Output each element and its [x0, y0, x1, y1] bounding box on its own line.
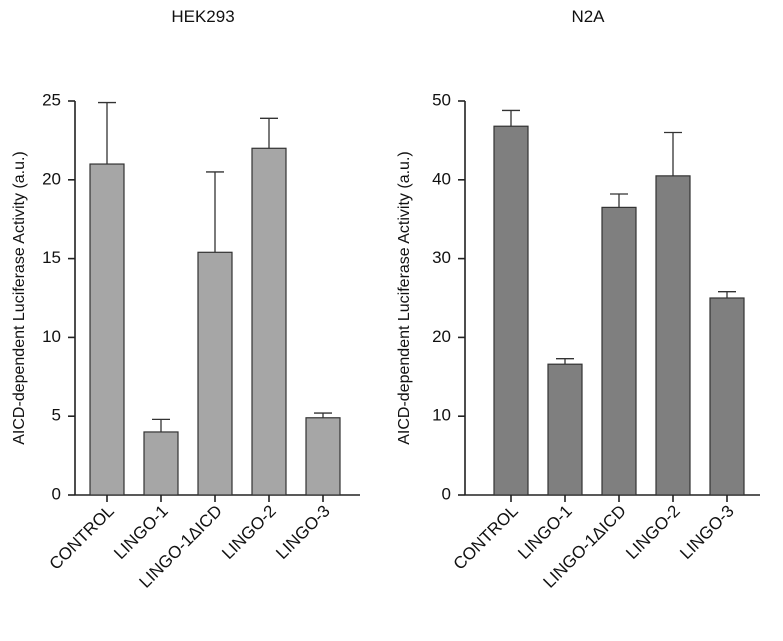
- chart-panel-2: N2A AICD-dependent Luciferase Activity (a…: [396, 7, 760, 592]
- x-tick-label: CONTROL: [46, 501, 118, 573]
- y-tick-label: 20: [432, 327, 451, 346]
- y-tick-label: 0: [442, 484, 451, 503]
- bar: [709, 297, 745, 496]
- bar: [493, 125, 529, 496]
- y-tick-label: 30: [432, 248, 451, 267]
- x-tick-label: CONTROL: [450, 501, 522, 573]
- y-axis-label: AICD-dependent Luciferase Activity (a.u.…: [396, 151, 413, 444]
- bar: [305, 417, 341, 496]
- y-tick-label: 5: [52, 406, 61, 425]
- bar: [655, 175, 691, 496]
- chart-panel-1: HEK293 AICD-dependent Luciferase Activity…: [11, 7, 360, 592]
- y-tick-label: 15: [42, 248, 61, 267]
- bar: [251, 147, 287, 496]
- bar: [547, 363, 583, 496]
- chart-title: HEK293: [171, 7, 234, 26]
- x-tick-label: LINGO-3: [272, 501, 334, 563]
- y-tick-label: 10: [432, 406, 451, 425]
- y-tick-label: 50: [432, 90, 451, 109]
- y-tick-label: 0: [52, 484, 61, 503]
- y-axis-label: AICD-dependent Luciferase Activity (a.u.…: [11, 151, 28, 444]
- bar: [89, 163, 125, 496]
- x-tick-label: LINGO-2: [622, 501, 684, 563]
- x-tick-label: LINGO-3: [676, 501, 738, 563]
- y-tick-label: 20: [42, 169, 61, 188]
- bar: [143, 431, 179, 496]
- y-tick-label: 40: [432, 169, 451, 188]
- bar: [601, 206, 637, 496]
- bar: [197, 251, 233, 496]
- chart-title: N2A: [571, 7, 605, 26]
- y-tick-label: 25: [42, 90, 61, 109]
- x-tick-label: LINGO-2: [218, 501, 280, 563]
- y-tick-label: 10: [42, 327, 61, 346]
